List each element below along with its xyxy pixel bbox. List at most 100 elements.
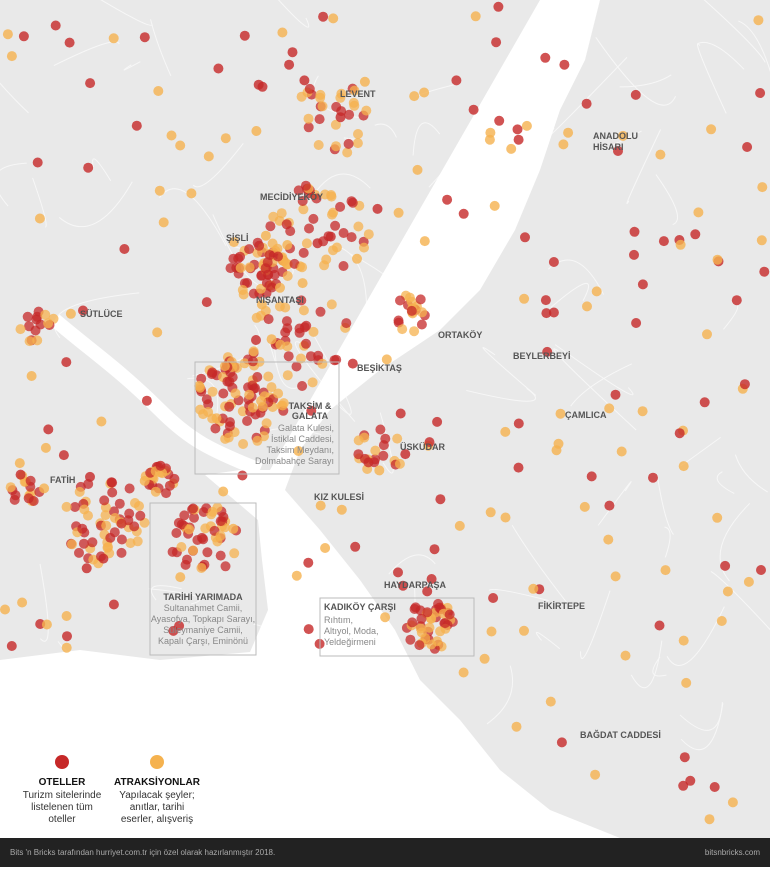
- poi-dot: [681, 677, 692, 688]
- golden-horn: [50, 314, 263, 477]
- poi-dot: [320, 543, 331, 553]
- label-line: TAKSİM &: [289, 401, 332, 411]
- poi-dot: [238, 439, 249, 449]
- box-desc: Sultanahmet Camii, Ayasofya, Topkapı Sara…: [151, 603, 255, 646]
- poi-dot: [26, 371, 37, 381]
- poi-dot: [77, 523, 88, 534]
- road: [374, 123, 397, 138]
- label-line: Turizm sitelerinde: [23, 790, 102, 801]
- poi-dot: [215, 516, 226, 527]
- poi-dot: [494, 115, 505, 126]
- poi-dot: [678, 635, 689, 646]
- poi-dot: [227, 372, 238, 383]
- poi-dot: [417, 307, 428, 318]
- poi-dot: [58, 450, 69, 461]
- poi-dot: [15, 469, 26, 480]
- poi-dot: [101, 520, 112, 531]
- poi-dot: [303, 624, 314, 635]
- poi-dot: [400, 449, 411, 460]
- poi-dot: [630, 89, 641, 100]
- road: [150, 585, 182, 601]
- poi-dot: [582, 301, 592, 312]
- poi-dot: [284, 59, 295, 70]
- dots: [0, 1, 770, 825]
- district-label: ANADOLU HİSARI: [593, 131, 638, 152]
- label-line: Süleymaniye Camii,: [163, 625, 243, 635]
- poi-dot: [336, 88, 347, 99]
- poi-dot: [32, 335, 43, 346]
- poi-dot: [301, 338, 311, 349]
- road: [626, 129, 662, 204]
- poi-dot: [224, 421, 235, 432]
- poi-dot: [407, 617, 418, 628]
- poi-dot: [313, 140, 324, 150]
- poi-dot: [256, 395, 267, 406]
- poi-dot: [237, 285, 248, 295]
- poi-dot: [678, 461, 689, 472]
- poi-dot: [220, 133, 231, 144]
- road: [482, 347, 537, 396]
- poi-dot: [720, 560, 731, 571]
- poi-dot: [579, 501, 590, 512]
- poi-dot: [74, 547, 84, 558]
- poi-dot: [188, 545, 199, 556]
- poi-dot: [426, 639, 437, 650]
- poi-dot: [419, 87, 430, 98]
- poi-dot: [99, 495, 110, 506]
- legend-title: ATRAKSİYONLAR: [114, 775, 201, 788]
- poi-dot: [110, 513, 120, 523]
- poi-dot: [176, 542, 187, 552]
- poi-dot: [512, 124, 523, 135]
- poi-dot: [468, 104, 479, 115]
- poi-dot: [435, 626, 446, 637]
- poi-dot: [654, 620, 665, 631]
- road: [697, 43, 727, 114]
- footer-bar: [0, 838, 770, 867]
- road: [53, 41, 120, 66]
- poi-dot: [559, 59, 570, 70]
- highlight-box: [194, 361, 340, 475]
- poi-dot: [406, 305, 417, 316]
- poi-dot: [551, 445, 562, 456]
- poi-dot: [370, 445, 381, 456]
- poi-dot: [303, 122, 314, 133]
- poi-dot: [693, 207, 704, 218]
- road: [58, 181, 133, 228]
- poi-dot: [50, 20, 61, 31]
- poi-dot: [251, 335, 261, 345]
- highlight-box: [149, 502, 257, 656]
- poi-dot: [451, 75, 462, 86]
- district-label: FİKİRTEPE: [538, 601, 585, 611]
- poi-dot: [239, 358, 250, 369]
- poi-dot: [702, 329, 712, 340]
- poi-dot: [300, 180, 311, 191]
- poi-dot: [203, 399, 214, 410]
- poi-dot: [743, 576, 754, 587]
- poi-dot: [78, 538, 89, 549]
- poi-dot: [168, 625, 179, 636]
- poi-dot: [359, 242, 369, 253]
- poi-dot: [558, 139, 569, 150]
- poi-dot: [169, 473, 180, 484]
- label-line: Taksim Meydanı,: [266, 445, 334, 455]
- poi-dot: [273, 251, 283, 262]
- poi-dot: [528, 583, 539, 594]
- poi-dot: [268, 211, 279, 222]
- poi-dot: [419, 236, 430, 247]
- label-line: GALATA: [292, 411, 329, 421]
- poi-dot: [548, 257, 559, 267]
- label-line: İstiklal Caddesi,: [271, 434, 334, 444]
- poi-dot: [485, 507, 496, 518]
- poi-dot: [315, 500, 326, 511]
- poi-dot: [511, 721, 522, 732]
- poi-dot: [0, 604, 10, 615]
- poi-dot: [85, 471, 95, 482]
- poi-dot: [5, 482, 16, 493]
- poi-dot: [519, 293, 530, 304]
- poi-dot: [14, 458, 25, 469]
- poi-dot: [32, 157, 43, 168]
- label-line: Yeldeğirmeni: [324, 637, 376, 647]
- road: [630, 640, 663, 689]
- poi-dot: [380, 612, 391, 623]
- poi-dot: [263, 269, 273, 280]
